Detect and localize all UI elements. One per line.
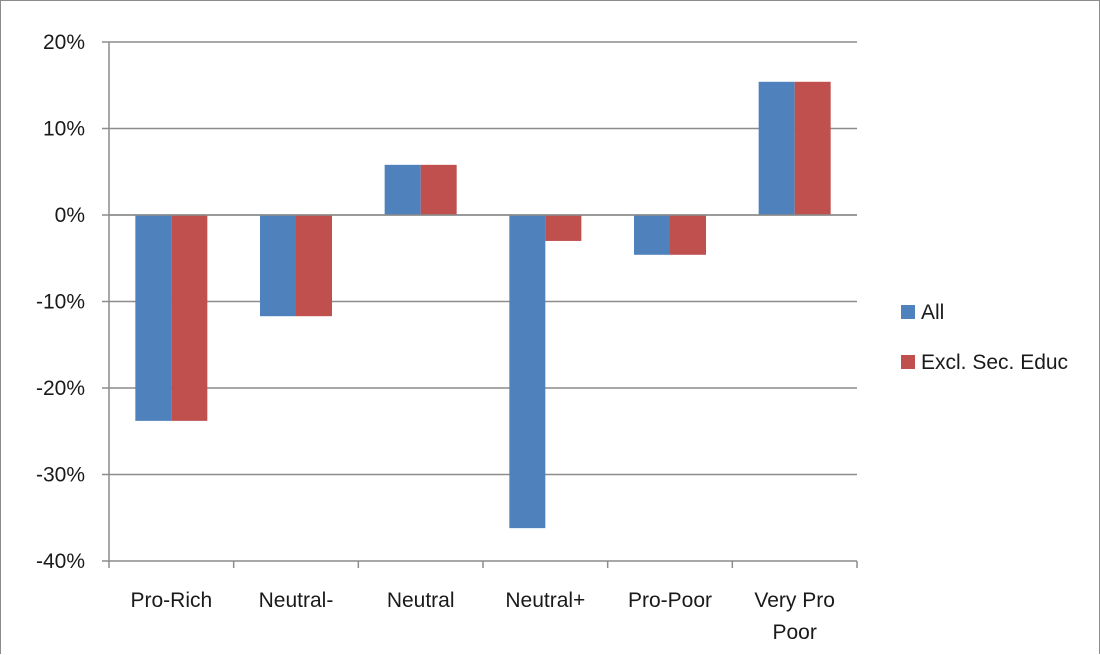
- bar-excl-sec-educ: [794, 81, 831, 215]
- y-tick-label: 20%: [43, 31, 85, 54]
- bar-all: [260, 215, 296, 317]
- bar-all: [135, 215, 172, 421]
- y-tick-label: 0%: [55, 204, 85, 227]
- x-tick-label: Very Pro: [754, 589, 835, 612]
- x-tick-label: Neutral-: [259, 589, 334, 612]
- x-tick-labels: Pro-Rich Neutral- Neutral Neutral+ Pro-Poor V…: [130, 589, 834, 644]
- bar-all: [634, 215, 670, 255]
- y-tick-labels: 20% 10% 0% -10% -20% -30% -40%: [36, 31, 85, 573]
- y-tick-label: -20%: [36, 377, 85, 400]
- bar-all: [758, 81, 795, 215]
- bars: [135, 81, 831, 529]
- legend-swatch: [901, 305, 915, 319]
- bar-excl-sec-educ: [296, 215, 332, 317]
- legend-label: All: [921, 301, 944, 324]
- x-tick-label: Poor: [772, 621, 816, 644]
- bar-excl-sec-educ: [545, 215, 582, 241]
- bar-all: [509, 215, 546, 529]
- bar-all: [384, 164, 421, 215]
- y-tick-label: -30%: [36, 464, 85, 487]
- legend-label: Excl. Sec. Educ: [921, 351, 1068, 374]
- x-tick-label: Neutral: [387, 589, 455, 612]
- bar-excl-sec-educ: [420, 164, 457, 215]
- y-tick-label: -40%: [36, 550, 85, 573]
- y-tick-label: 10%: [43, 118, 85, 141]
- gridlines: [109, 41, 857, 562]
- legend: All Excl. Sec. Educ: [901, 301, 1068, 374]
- x-tick-label: Neutral+: [505, 589, 585, 612]
- x-tick-label: Pro-Poor: [628, 589, 712, 612]
- legend-swatch: [901, 355, 915, 369]
- bar-excl-sec-educ: [171, 215, 208, 421]
- axes: [102, 41, 858, 568]
- x-tick-label: Pro-Rich: [130, 589, 212, 612]
- bar-excl-sec-educ: [670, 215, 706, 255]
- y-tick-label: -10%: [36, 291, 85, 314]
